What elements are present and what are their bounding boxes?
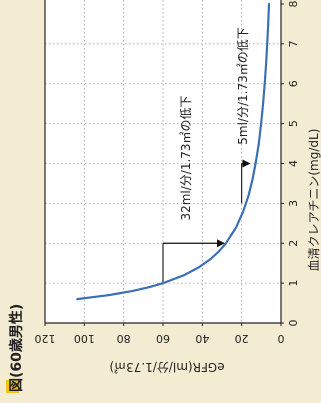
y-tick-label-20: 20 [235, 332, 249, 345]
y-axis-label: eGFR(ml/分/1.73㎡) [109, 360, 224, 374]
annotations: 32ml/分/1.73㎡の低下 5ml/分/1.73㎡の低下 [162, 27, 251, 284]
x-tick-label-7: 7 [287, 40, 300, 47]
x-tick-labels: 0 1 2 3 4 5 6 7 8 [281, 1, 300, 327]
x-tick-label-5: 5 [287, 120, 300, 127]
x-tick-label-4: 4 [287, 160, 300, 167]
y-tick-label-40: 40 [195, 332, 209, 345]
title-marker-box [6, 380, 19, 393]
x-axis-label: 血清クレアチニン(mg/dL) [307, 129, 321, 272]
y-tick-label-120: 120 [35, 332, 56, 345]
y-tick-label-0: 0 [278, 332, 285, 345]
x-tick-label-2: 2 [287, 240, 300, 247]
y-tick-label-100: 100 [74, 332, 95, 345]
annotation-label-0: 32ml/分/1.73㎡の低下 [179, 95, 193, 220]
series-line-0 [76, 2, 271, 301]
chart-title: 図(60歳男性) [8, 304, 25, 392]
x-tick-label-6: 6 [287, 80, 300, 87]
x-tick-label-1: 1 [287, 280, 300, 287]
series-layer [76, 2, 271, 301]
x-tick-label-8: 8 [287, 1, 300, 8]
x-tick-label-3: 3 [287, 200, 300, 207]
y-tick-label-60: 60 [156, 332, 170, 345]
y-tick-labels: 0 20 40 60 80 100 120 [35, 323, 285, 345]
y-tick-label-80: 80 [117, 332, 131, 345]
x-tick-label-0: 0 [287, 320, 300, 327]
annotation-label-1: 5ml/分/1.73㎡の低下 [236, 27, 250, 144]
